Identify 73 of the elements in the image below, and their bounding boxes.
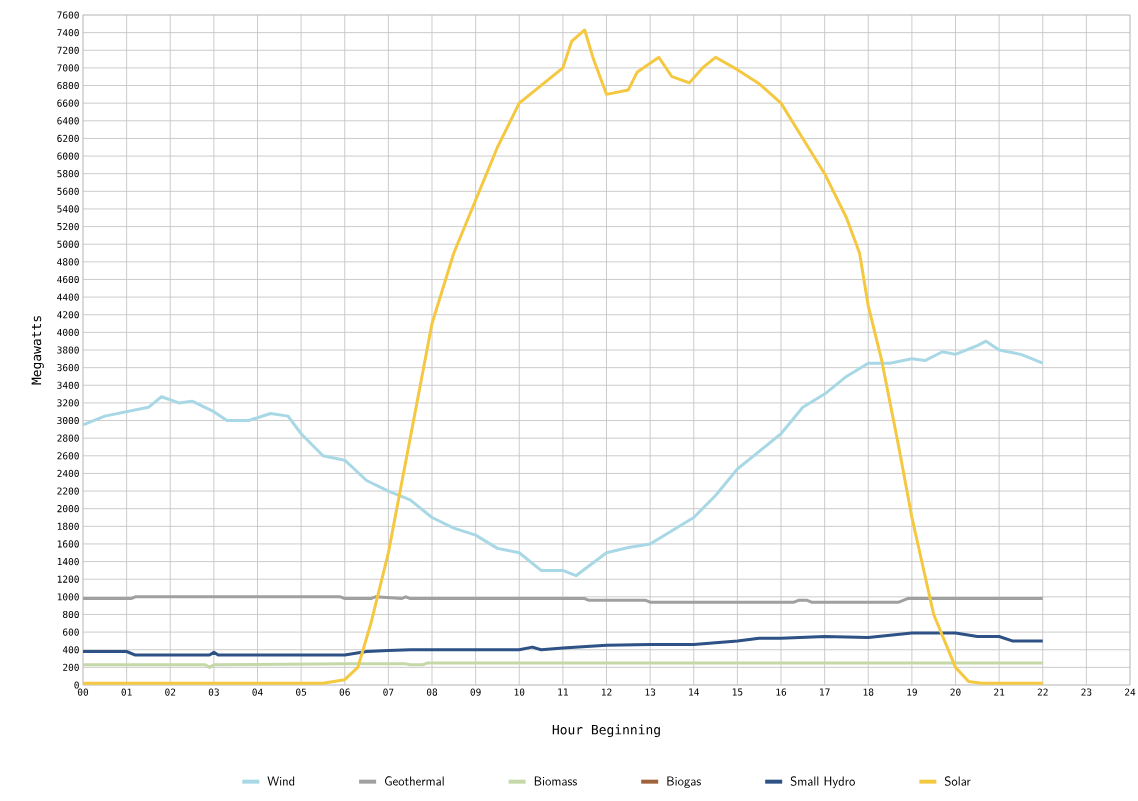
legend-label: Biogas [667,776,701,789]
legend-label: Solar [944,776,971,786]
y-tick-label: 6600 [57,99,79,107]
x-tick-label: 00 [77,688,89,696]
y-tick-label: 6200 [57,134,79,143]
y-tick-label: 400 [62,646,79,654]
y-tick-label: 4400 [57,293,79,301]
x-tick-label: 08 [426,688,438,696]
x-tick-label: 13 [645,688,656,696]
y-tick-label: 1800 [57,522,79,530]
y-tick-label: 4800 [57,258,79,266]
y-tick-label: 7000 [57,64,79,72]
y-tick-label: 200 [63,663,79,671]
x-tick-label: 20 [950,688,961,696]
x-tick-label: 19 [907,688,917,696]
y-tick-label: 5800 [57,170,79,178]
y-tick-label: 4200 [57,311,79,319]
y-tick-label: 3000 [57,416,79,425]
y-tick-label: 3600 [57,364,79,372]
x-tick-label: 15 [732,688,743,696]
y-tick-label: 1600 [57,540,79,548]
y-tick-label: 2000 [57,505,79,513]
y-tick-label: 1200 [57,575,79,583]
x-tick-label: 05 [296,688,307,696]
y-tick-label: 4600 [57,275,79,284]
x-tick-label: 07 [383,688,394,696]
y-axis-title: Megawatts [31,316,44,385]
x-tick-label: 09 [470,688,481,696]
x-tick-label: 04 [252,688,263,696]
y-tick-label: 7400 [57,29,79,37]
y-tick-label: 6000 [57,152,79,160]
y-tick-label: 3200 [57,399,79,407]
x-tick-label: 24 [1125,688,1136,696]
y-tick-label: 2200 [57,487,79,495]
x-tick-label: 01 [121,688,132,696]
y-tick-label: 0 [74,681,79,689]
y-tick-label: 5000 [57,240,79,248]
y-tick-label: 2400 [57,469,79,478]
x-tick-label: 14 [689,688,699,696]
y-tick-label: 3400 [57,381,79,389]
y-tick-label: 2600 [57,452,79,460]
y-tick-label: 1400 [57,557,79,566]
y-tick-label: 600 [63,628,79,636]
y-tick-label: 7200 [57,46,79,54]
y-tick-label: 5600 [57,187,79,195]
x-tick-label: 03 [208,688,219,696]
x-tick-label: 18 [863,688,874,696]
x-tick-label: 10 [514,688,525,696]
y-tick-label: 5200 [57,222,79,231]
y-tick-label: 3800 [57,346,79,354]
y-tick-label: 6400 [57,117,79,125]
x-tick-label: 11 [558,688,568,696]
x-tick-label: 16 [776,688,787,696]
y-tick-label: 1000 [57,593,79,601]
x-tick-label: 06 [339,688,350,696]
x-tick-label: 02 [165,688,176,696]
x-tick-label: 22 [1037,688,1048,696]
y-tick-label: 7600 [57,11,79,19]
x-tick-label: 12 [601,688,612,696]
y-tick-label: 2800 [57,434,79,442]
legend-label: Geothermal [384,776,444,786]
y-tick-label: 5400 [57,205,79,213]
x-tick-label: 23 [1081,688,1092,696]
y-tick-label: 4000 [57,328,79,336]
legend-label: Wind [267,776,295,786]
y-tick-label: 800 [63,610,79,619]
x-axis-title: Hour Beginning [552,724,660,738]
y-tick-label: 6800 [57,81,79,90]
x-tick-label: 17 [820,688,830,696]
line-series [83,631,1045,657]
legend-label: Biomass [534,776,577,786]
x-tick-label: 21 [994,688,1005,696]
legend-label: Small Hydro [790,776,855,789]
